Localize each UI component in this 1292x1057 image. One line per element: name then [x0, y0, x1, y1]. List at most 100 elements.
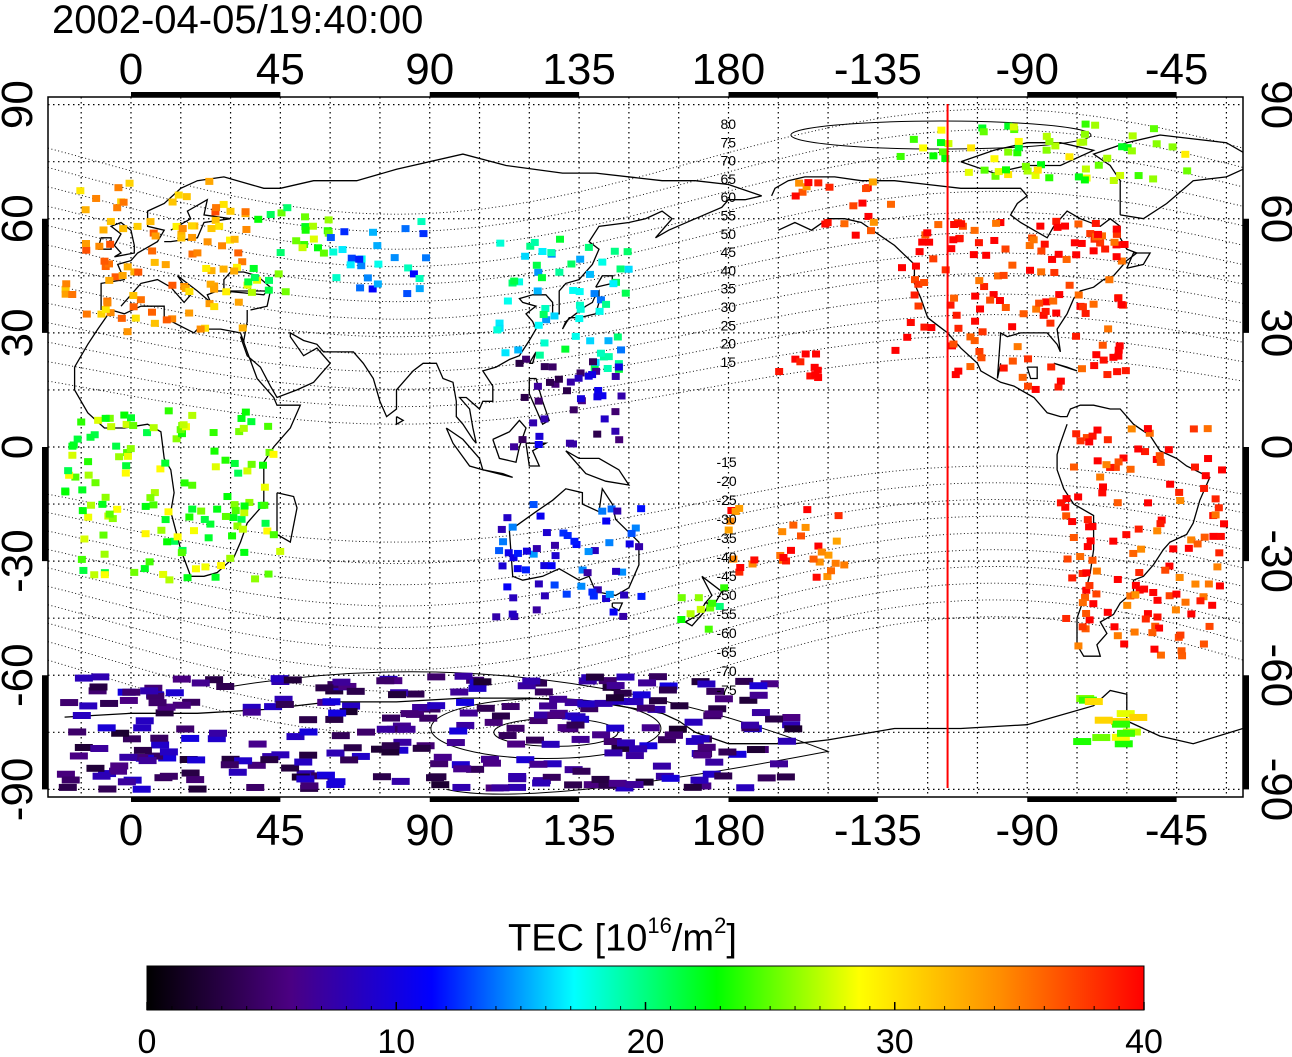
- tec-point: [1014, 143, 1023, 151]
- tec-point: [1074, 493, 1083, 501]
- y-tick-right: -90: [1252, 758, 1292, 822]
- tec-point: [1042, 132, 1051, 140]
- tec-point: [343, 744, 362, 752]
- tec-point: [228, 768, 247, 776]
- tec-point: [577, 700, 596, 708]
- tec-point: [897, 264, 906, 272]
- tec-point: [1112, 253, 1121, 261]
- tec-point: [1103, 436, 1112, 444]
- tec-point: [206, 520, 215, 528]
- tec-point: [1150, 645, 1159, 653]
- tec-point: [613, 689, 632, 697]
- tec-point: [1085, 616, 1094, 624]
- tec-point: [187, 222, 196, 230]
- tec-point: [1110, 238, 1119, 246]
- tec-point: [1024, 382, 1033, 390]
- tec-point: [1096, 473, 1105, 481]
- tec-point: [182, 698, 201, 706]
- tec-point: [419, 714, 438, 722]
- tec-point: [637, 592, 646, 600]
- tec-point: [264, 422, 273, 430]
- tec-point: [230, 501, 239, 509]
- tec-point: [858, 199, 867, 207]
- tec-point: [174, 191, 183, 199]
- tec-point: [1113, 499, 1122, 507]
- tec-point: [182, 193, 191, 201]
- tec-point: [735, 677, 754, 685]
- tec-point: [1070, 239, 1079, 247]
- tec-point: [1053, 223, 1062, 231]
- tec-point: [415, 285, 424, 293]
- tec-point: [1092, 590, 1101, 598]
- y-tick-left: 0: [0, 435, 42, 459]
- tec-point: [276, 547, 285, 555]
- tec-point: [130, 568, 139, 576]
- tec-point: [696, 605, 705, 613]
- tec-point: [283, 204, 292, 212]
- tec-point: [600, 415, 609, 423]
- tec-point: [1157, 516, 1166, 524]
- tec-point: [584, 548, 593, 556]
- tec-point: [966, 333, 975, 341]
- tec-point: [577, 582, 586, 590]
- tec-point: [176, 725, 195, 733]
- tec-point: [513, 565, 522, 573]
- tec-point: [326, 749, 345, 757]
- tec-point: [1083, 516, 1092, 524]
- tec-point: [106, 217, 115, 225]
- tec-point: [368, 285, 377, 293]
- tec-point: [952, 311, 961, 319]
- tec-point: [78, 507, 87, 515]
- tec-point: [1123, 144, 1132, 152]
- tec-point: [541, 304, 550, 312]
- tec-point: [566, 721, 585, 729]
- tec-point: [518, 436, 527, 444]
- tec-point: [635, 778, 654, 786]
- tec-point: [534, 397, 543, 405]
- tec-point: [594, 387, 603, 395]
- tec-point: [739, 696, 758, 704]
- tec-point: [381, 742, 400, 750]
- tec-point: [817, 548, 826, 556]
- tec-point: [623, 248, 632, 256]
- tec-point: [246, 783, 265, 791]
- tec-point: [896, 152, 905, 160]
- tec-point: [941, 154, 950, 162]
- tec-point: [422, 254, 431, 262]
- tec-point: [620, 591, 629, 599]
- map-title: 2002-04-05/19:40:00: [52, 0, 424, 42]
- tec-point: [1123, 601, 1132, 609]
- tec-point: [929, 152, 938, 160]
- tec-point: [1083, 543, 1092, 551]
- tec-point: [155, 709, 174, 717]
- tec-point: [617, 346, 626, 354]
- tec-point: [1085, 438, 1094, 446]
- tec-point: [1128, 132, 1137, 140]
- tec-point: [1061, 222, 1070, 230]
- tec-point: [1117, 301, 1126, 309]
- tec-point: [606, 682, 625, 690]
- tec-point: [615, 436, 624, 444]
- tec-point: [806, 372, 815, 380]
- tec-point: [132, 785, 151, 793]
- tec-point: [575, 315, 584, 323]
- tec-point: [501, 349, 510, 357]
- tec-point: [73, 435, 82, 443]
- tec-point: [1176, 497, 1185, 505]
- tec-point: [627, 529, 636, 537]
- tec-point: [585, 673, 604, 681]
- tec-point: [61, 285, 70, 293]
- tec-point: [1103, 154, 1112, 162]
- tec-point: [77, 418, 86, 426]
- tec-point: [234, 298, 243, 306]
- tec-point: [980, 166, 989, 174]
- tec-point: [849, 202, 858, 210]
- tec-point: [784, 725, 803, 733]
- tec-point: [1088, 556, 1097, 564]
- tec-point: [648, 697, 667, 705]
- tec-point: [208, 729, 227, 737]
- coastline: [565, 450, 631, 486]
- tec-point: [1116, 710, 1135, 718]
- colorbar-tick-label: 10: [377, 1023, 415, 1057]
- tec-point: [100, 699, 119, 707]
